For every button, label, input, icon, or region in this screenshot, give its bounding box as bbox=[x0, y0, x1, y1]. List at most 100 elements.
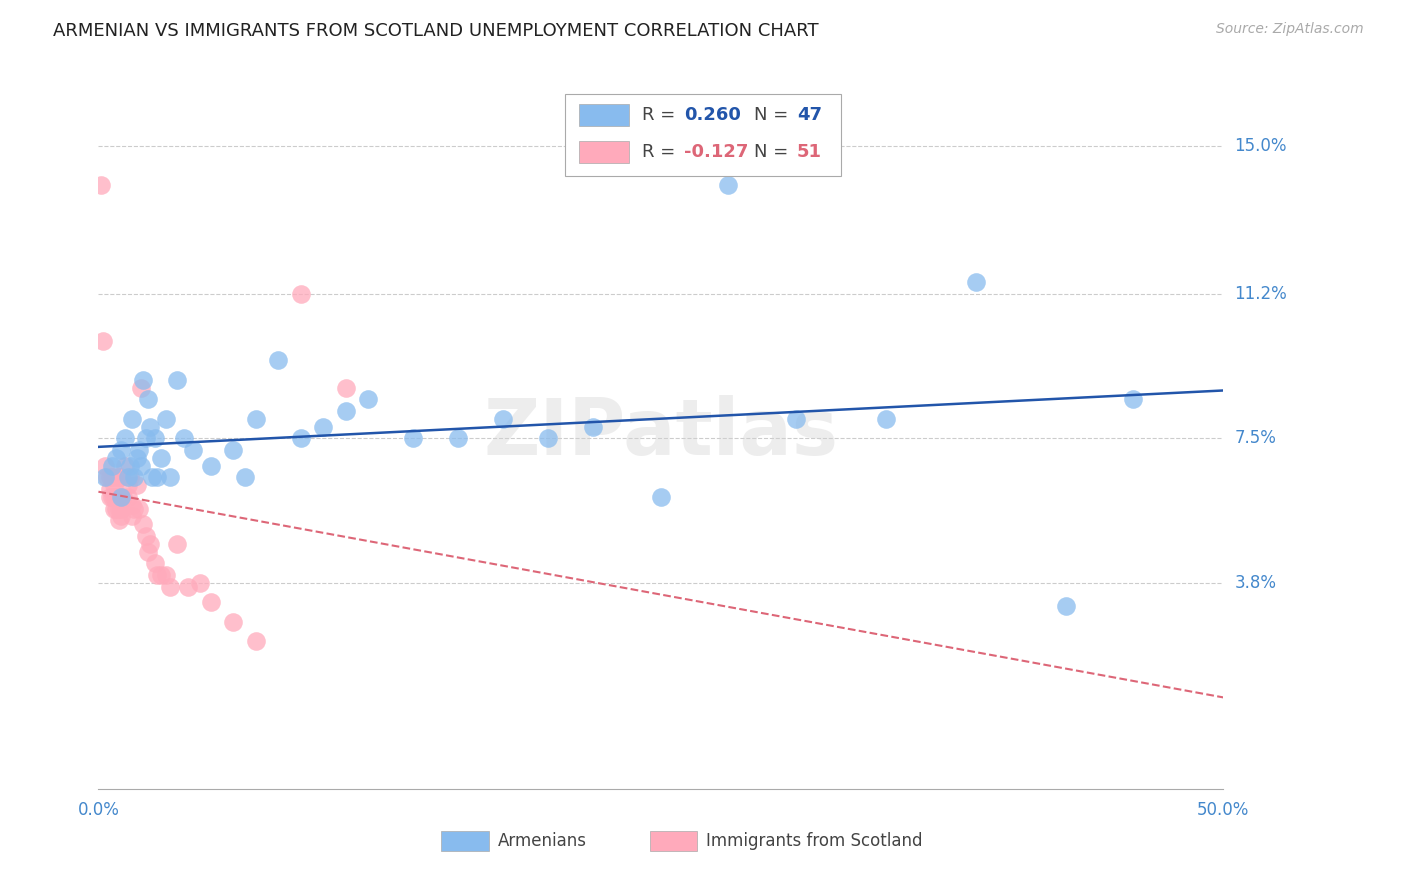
Point bbox=[105, 490, 128, 504]
Point bbox=[200, 458, 222, 473]
Point bbox=[717, 178, 740, 192]
Text: 7.5%: 7.5% bbox=[1234, 429, 1277, 448]
Point bbox=[103, 501, 125, 516]
Text: 51: 51 bbox=[797, 144, 823, 161]
Point bbox=[290, 287, 312, 301]
Point bbox=[159, 580, 181, 594]
Point bbox=[146, 568, 169, 582]
Point bbox=[245, 634, 267, 648]
Point bbox=[121, 498, 143, 512]
Text: N =: N = bbox=[754, 144, 794, 161]
Point bbox=[118, 470, 141, 484]
Point bbox=[135, 529, 157, 543]
Point bbox=[222, 443, 245, 458]
Point bbox=[110, 490, 132, 504]
Point bbox=[222, 615, 245, 629]
Point bbox=[117, 478, 139, 492]
Point bbox=[96, 470, 118, 484]
Point bbox=[128, 443, 150, 458]
Point bbox=[177, 580, 200, 594]
Text: Immigrants from Scotland: Immigrants from Scotland bbox=[706, 832, 922, 850]
Point bbox=[114, 458, 136, 473]
Point bbox=[103, 478, 125, 492]
Point bbox=[110, 470, 132, 484]
Text: N =: N = bbox=[754, 106, 794, 124]
Point bbox=[129, 458, 152, 473]
Point bbox=[105, 470, 128, 484]
Point bbox=[312, 419, 335, 434]
Text: Armenians: Armenians bbox=[498, 832, 586, 850]
Point bbox=[124, 501, 146, 516]
FancyBboxPatch shape bbox=[565, 94, 841, 176]
FancyBboxPatch shape bbox=[579, 104, 630, 126]
Point bbox=[146, 470, 169, 484]
Point bbox=[582, 419, 605, 434]
Point bbox=[94, 458, 117, 473]
Point bbox=[1122, 392, 1144, 407]
Point bbox=[233, 470, 256, 484]
Point bbox=[181, 443, 204, 458]
FancyBboxPatch shape bbox=[650, 830, 697, 851]
Text: ARMENIAN VS IMMIGRANTS FROM SCOTLAND UNEMPLOYMENT CORRELATION CHART: ARMENIAN VS IMMIGRANTS FROM SCOTLAND UNE… bbox=[53, 22, 820, 40]
Point bbox=[117, 490, 139, 504]
Point bbox=[121, 509, 143, 524]
Text: 47: 47 bbox=[797, 106, 823, 124]
Point bbox=[101, 458, 124, 473]
Text: 3.8%: 3.8% bbox=[1234, 574, 1277, 591]
Point bbox=[447, 432, 470, 446]
Point bbox=[110, 509, 132, 524]
Point bbox=[136, 544, 159, 558]
Point bbox=[128, 501, 150, 516]
Point bbox=[125, 450, 148, 465]
Text: -0.127: -0.127 bbox=[685, 144, 749, 161]
Point bbox=[785, 412, 807, 426]
Text: Source: ZipAtlas.com: Source: ZipAtlas.com bbox=[1216, 22, 1364, 37]
Point bbox=[267, 353, 290, 368]
Point bbox=[290, 432, 312, 446]
Point bbox=[875, 412, 897, 426]
Point bbox=[110, 501, 132, 516]
Point bbox=[141, 470, 163, 484]
Point bbox=[101, 470, 124, 484]
Point bbox=[114, 432, 136, 446]
Point bbox=[110, 490, 132, 504]
Point bbox=[107, 501, 129, 516]
Point bbox=[107, 513, 129, 527]
Point bbox=[91, 334, 114, 348]
Point bbox=[173, 432, 195, 446]
Point bbox=[965, 276, 987, 290]
Point bbox=[132, 373, 155, 387]
Point bbox=[112, 490, 135, 504]
Point bbox=[155, 568, 177, 582]
Point bbox=[143, 556, 166, 570]
Point bbox=[335, 381, 357, 395]
Point bbox=[492, 412, 515, 426]
Point bbox=[357, 392, 380, 407]
Point bbox=[143, 432, 166, 446]
Point bbox=[107, 490, 129, 504]
Point bbox=[166, 373, 188, 387]
Point bbox=[166, 537, 188, 551]
Point bbox=[125, 478, 148, 492]
Point bbox=[105, 501, 128, 516]
Point bbox=[98, 470, 121, 484]
Point bbox=[118, 458, 141, 473]
Point bbox=[139, 537, 162, 551]
Text: R =: R = bbox=[641, 106, 681, 124]
Text: 11.2%: 11.2% bbox=[1234, 285, 1288, 303]
Point bbox=[121, 412, 143, 426]
Point bbox=[136, 392, 159, 407]
Point bbox=[101, 490, 124, 504]
FancyBboxPatch shape bbox=[441, 830, 489, 851]
Point bbox=[159, 470, 181, 484]
Point bbox=[139, 419, 162, 434]
Text: 0.260: 0.260 bbox=[685, 106, 741, 124]
Point bbox=[132, 517, 155, 532]
Point bbox=[1054, 599, 1077, 614]
Point bbox=[155, 412, 177, 426]
Point bbox=[335, 404, 357, 418]
Text: 15.0%: 15.0% bbox=[1234, 137, 1286, 155]
Point bbox=[135, 432, 157, 446]
Point bbox=[90, 178, 112, 192]
Point bbox=[150, 450, 173, 465]
